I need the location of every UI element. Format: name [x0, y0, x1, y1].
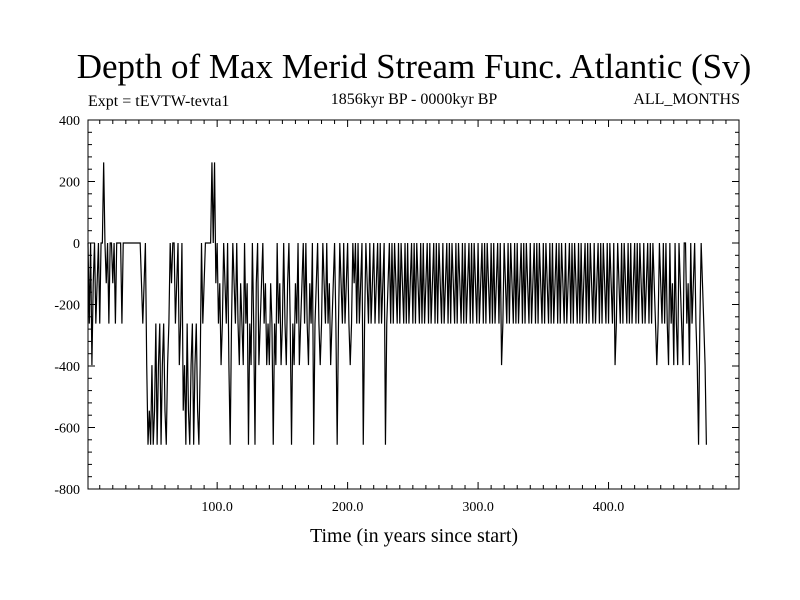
y-tick-label: -800 — [54, 483, 80, 498]
y-tick-label: -600 — [54, 422, 80, 437]
experiment-label: Expt = tEVTW-tevta1 — [88, 93, 229, 110]
months-label: ALL_MONTHS — [633, 91, 740, 108]
x-tick-label: 300.0 — [462, 500, 494, 515]
series-line-stream-depth — [87, 162, 707, 445]
chart-title: Depth of Max Merid Stream Func. Atlantic… — [77, 47, 752, 86]
y-tick-label: 400 — [59, 114, 80, 129]
y-tick-label: -200 — [54, 299, 80, 314]
x-tick-label: 400.0 — [593, 500, 625, 515]
x-tick-label: 100.0 — [201, 500, 233, 515]
y-tick-label: -400 — [54, 360, 80, 375]
y-tick-label: 200 — [59, 176, 80, 191]
y-tick-label: 0 — [73, 237, 80, 252]
x-axis-ticks: 100.0 200.0 300.0 400.0 — [99, 120, 727, 515]
time-range-label: 1856kyr BP - 0000kyr BP — [331, 91, 498, 108]
x-tick-label: 200.0 — [332, 500, 364, 515]
x-axis-label: Time (in years since start) — [310, 525, 518, 547]
y-axis-ticks: 400 200 0 -200 -400 -600 -800 — [54, 114, 739, 498]
